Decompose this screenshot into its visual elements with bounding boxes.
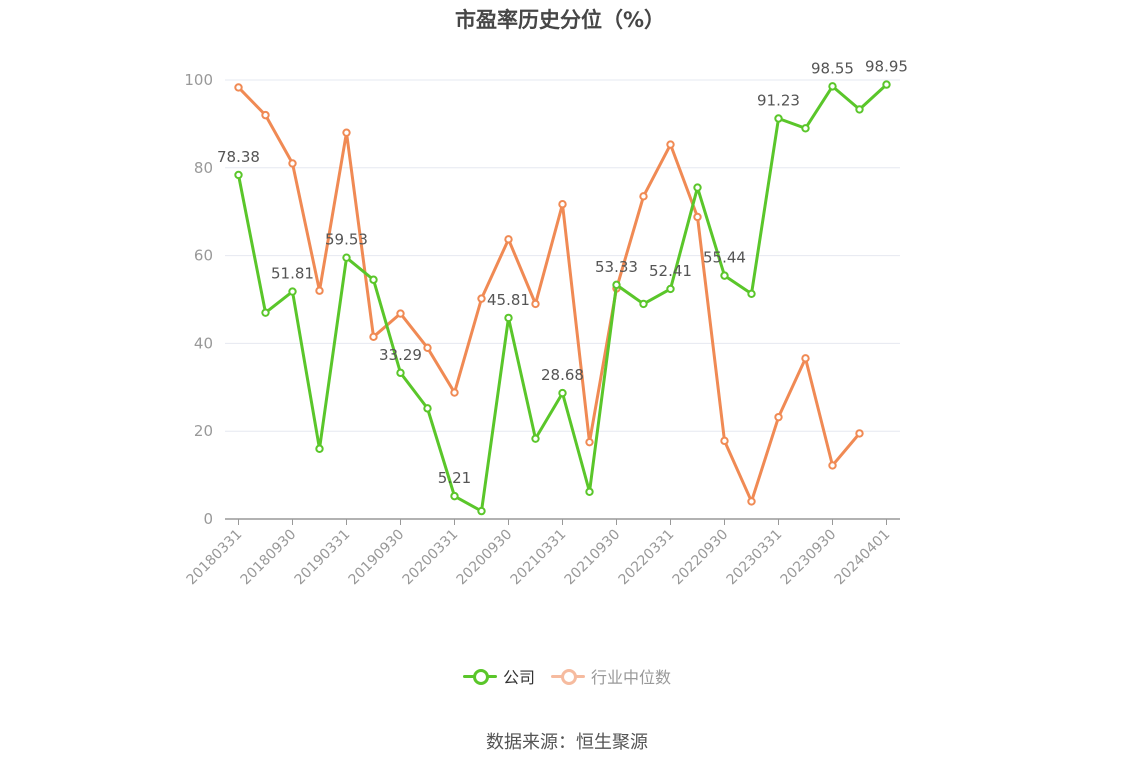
industry-point — [450, 388, 459, 397]
industry-point — [342, 128, 351, 137]
company-point — [747, 289, 756, 298]
company-point — [639, 299, 648, 309]
industry-point — [423, 343, 432, 352]
company-data-label: 78.38 — [217, 148, 260, 166]
y-tick-label: 20 — [194, 422, 213, 440]
company-point — [801, 124, 810, 133]
company-data-label: 28.68 — [541, 366, 584, 384]
company-point — [288, 287, 297, 296]
company-point — [612, 280, 621, 290]
company-data-label: 33.29 — [379, 346, 422, 364]
company-point — [855, 105, 864, 114]
x-tick-label: 20200930 — [454, 527, 516, 589]
axis-layer: 0 20 40 60 80 100 2018033120180930201903312019… — [184, 71, 900, 588]
x-tick-label: 20190930 — [346, 527, 408, 589]
company-point — [342, 253, 351, 262]
industry-point — [369, 332, 378, 342]
company-point — [882, 80, 891, 89]
company-point — [504, 313, 513, 323]
industry-point — [855, 429, 864, 438]
company-data-label: 51.81 — [271, 265, 314, 283]
data-label-layer: 78.38 51.81 59.53 33.29 5.21 45.81 28.68 53.33 5… — [217, 58, 908, 488]
industry-point — [234, 83, 243, 92]
industry-point — [477, 294, 486, 303]
x-tick-label: 20210930 — [562, 527, 624, 589]
industry-point — [504, 235, 513, 244]
legend-industry-swatch-icon — [551, 666, 585, 686]
legend-company-label: 公司 — [502, 668, 535, 687]
company-data-label: 98.95 — [865, 58, 908, 76]
legend-item-industry[interactable]: 行业中位数 — [551, 664, 671, 688]
company-point — [396, 368, 405, 378]
company-point — [693, 183, 702, 192]
grid-layer — [225, 79, 900, 432]
x-tick-label: 20230930 — [778, 527, 840, 589]
company-point — [828, 82, 837, 91]
company-point — [531, 434, 540, 443]
industry-point — [396, 309, 405, 318]
legend-industry-label: 行业中位数 — [591, 668, 672, 687]
company-point — [774, 114, 783, 123]
company-point — [261, 308, 270, 317]
company-point — [234, 170, 243, 180]
industry-point — [585, 437, 594, 447]
legend-company-swatch-icon — [462, 666, 497, 686]
company-data-label: 45.81 — [487, 291, 530, 309]
company-point — [450, 491, 459, 501]
industry-point — [720, 436, 729, 446]
industry-point — [558, 200, 567, 209]
series-layer — [234, 80, 891, 516]
company-data-label: 5.21 — [438, 469, 471, 487]
company-data-label: 98.55 — [811, 59, 854, 77]
x-tick-label: 20220930 — [670, 527, 732, 589]
company-data-label: 52.41 — [649, 262, 692, 280]
company-series-line — [237, 83, 888, 513]
company-point — [666, 284, 675, 294]
legend-item-company[interactable]: 公司 — [462, 664, 535, 688]
y-tick-label: 60 — [194, 247, 213, 265]
x-tick-label: 20180331 — [184, 527, 246, 589]
x-tick-label: 20220331 — [616, 527, 678, 589]
company-point — [369, 275, 378, 284]
company-data-label: 91.23 — [757, 92, 800, 110]
industry-point — [828, 461, 837, 470]
y-tick-label: 80 — [194, 159, 213, 177]
company-point — [315, 444, 324, 453]
industry-point — [666, 140, 675, 149]
industry-point — [774, 412, 783, 422]
x-tick-label: 20240401 — [832, 527, 894, 589]
y-tick-label: 0 — [203, 510, 213, 528]
industry-point — [531, 299, 540, 309]
x-tick-label: 20190331 — [292, 527, 354, 589]
company-point — [423, 404, 432, 413]
legend: 公司 行业中位数 — [0, 664, 1134, 688]
company-data-label: 53.33 — [595, 258, 638, 276]
y-tick-label: 40 — [194, 334, 213, 352]
industry-point — [288, 159, 297, 168]
industry-point — [261, 110, 270, 120]
company-data-label: 59.53 — [325, 231, 368, 249]
industry-point — [639, 192, 648, 201]
company-point — [477, 506, 486, 516]
industry-series-line — [237, 86, 861, 503]
x-tick-label: 20210331 — [508, 527, 570, 589]
industry-point — [315, 286, 324, 295]
x-tick-label: 20230331 — [724, 527, 786, 589]
source-note: 数据来源：恒生聚源 — [486, 732, 648, 753]
chart-title: 市盈率历史分位（%） — [454, 8, 666, 32]
y-tick-label: 100 — [184, 71, 213, 89]
x-tick-label: 20200331 — [400, 527, 462, 589]
industry-point — [747, 497, 756, 506]
company-point — [585, 487, 594, 496]
company-data-label: 55.44 — [703, 249, 746, 267]
company-point — [558, 388, 567, 398]
x-tick-label: 20180930 — [238, 527, 300, 589]
industry-point — [693, 212, 702, 222]
company-point — [720, 271, 729, 280]
industry-point — [801, 354, 810, 363]
